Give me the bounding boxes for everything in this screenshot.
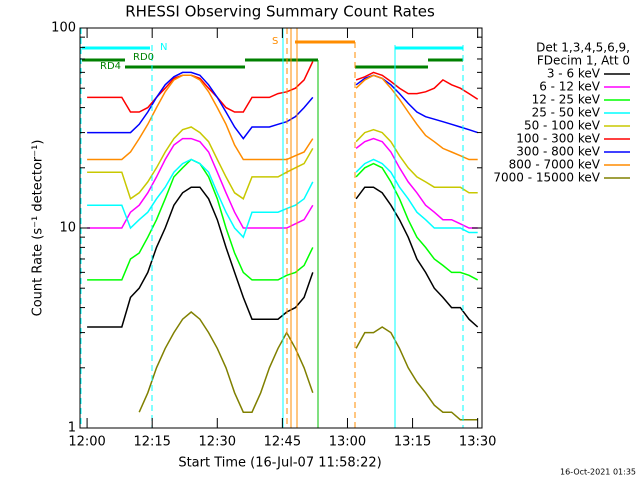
timestamp: 16-Oct-2021 01:35 xyxy=(560,468,636,477)
annotation: S xyxy=(272,36,278,47)
annotation: N xyxy=(160,42,167,53)
plot-area xyxy=(87,61,479,421)
series-line xyxy=(138,311,478,421)
x-axis-label: Start Time (16-Jul-07 11:58:22) xyxy=(178,456,381,471)
y-tick-label: 100 xyxy=(51,21,76,36)
series-line xyxy=(87,158,478,239)
legend-header: FDecim 1, Att 0 xyxy=(537,54,630,68)
x-tick-label: 13:00 xyxy=(329,435,366,450)
legend-header: Det 1,3,4,5,6,9, xyxy=(536,41,630,55)
x-tick-label: 12:15 xyxy=(133,435,170,450)
legend-label: 25 - 50 keV xyxy=(532,106,601,120)
annotations xyxy=(82,40,463,69)
y-axis-label: Count Rate (s⁻¹ detector⁻¹) xyxy=(31,140,46,317)
chart-title: RHESSI Observing Summary Count Rates xyxy=(125,3,435,21)
series-line xyxy=(87,74,478,161)
x-tick-label: 12:00 xyxy=(68,435,105,450)
series-line xyxy=(87,61,479,113)
x-tick-label: 12:45 xyxy=(264,435,301,450)
series-line xyxy=(87,137,478,229)
legend-label: 7000 - 15000 keV xyxy=(493,171,600,185)
legend-label: 800 - 7000 keV xyxy=(509,158,601,172)
legend-label: 100 - 300 keV xyxy=(516,132,600,146)
annotation: RD0 xyxy=(133,52,154,63)
series-line xyxy=(87,126,478,200)
series-line xyxy=(87,186,479,328)
y-tick-label: 10 xyxy=(59,221,76,236)
legend-label: 300 - 800 keV xyxy=(516,145,600,159)
x-tick-label: 13:30 xyxy=(459,435,496,450)
legend-label: 12 - 25 keV xyxy=(532,93,601,107)
y-tick-label: 1 xyxy=(68,421,76,436)
annotation: RD4 xyxy=(100,61,121,72)
legend-label: 6 - 12 keV xyxy=(539,80,601,94)
legend-label: 50 - 100 keV xyxy=(524,119,601,133)
legend-label: 3 - 6 keV xyxy=(547,67,601,81)
x-tick-label: 12:30 xyxy=(199,435,236,450)
x-tick-label: 13:15 xyxy=(394,435,431,450)
